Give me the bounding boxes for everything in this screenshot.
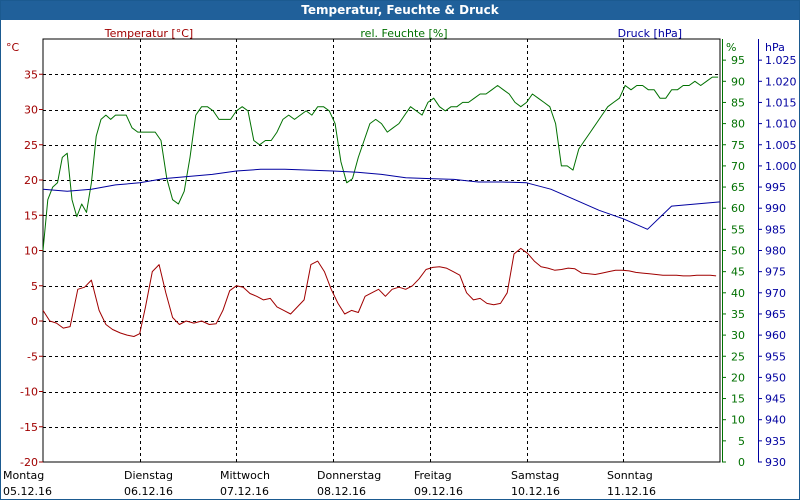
temperature-tick-label: 5 xyxy=(31,280,38,293)
humidity-tick-label: 50 xyxy=(731,245,745,258)
humidity-series-line xyxy=(42,76,719,251)
plot-frame xyxy=(42,38,721,463)
humidity-tick-label: 80 xyxy=(731,118,745,131)
temperature-axis-label: Temperatur [°C] xyxy=(104,27,193,40)
humidity-axis-label: rel. Feuchte [%] xyxy=(360,27,447,40)
humidity-tick-label: 65 xyxy=(731,181,745,194)
pressure-tick-label: 985 xyxy=(765,223,786,236)
humidity-tick-label: 0 xyxy=(738,456,745,469)
pressure-tick-label: 940 xyxy=(765,414,786,427)
temperature-tick-label: -15 xyxy=(20,421,38,434)
temperature-tick-label: 30 xyxy=(24,104,38,117)
humidity-tick-label: 70 xyxy=(731,160,745,173)
x-day-label: Donnerstag xyxy=(317,469,381,482)
chart-title: Temperatur, Feuchte & Druck xyxy=(1,1,799,20)
pressure-tick-label: 1.000 xyxy=(765,160,797,173)
x-date-label: 06.12.16 xyxy=(124,485,173,498)
temperature-tick-label: 20 xyxy=(24,174,38,187)
humidity-tick-label: 10 xyxy=(731,414,745,427)
pressure-tick-label: 950 xyxy=(765,371,786,384)
humidity-tick-label: 60 xyxy=(731,202,745,215)
series xyxy=(42,76,721,337)
humidity-tick-label: 15 xyxy=(731,393,745,406)
x-date-label: 08.12.16 xyxy=(317,485,366,498)
pressure-tick-label: 1.005 xyxy=(765,139,797,152)
x-day-label: Sonntag xyxy=(607,469,653,482)
pressure-tick-label: 990 xyxy=(765,202,786,215)
x-date-label: 11.12.16 xyxy=(607,485,656,498)
axes xyxy=(39,39,762,463)
pressure-tick-label: 955 xyxy=(765,350,786,363)
pressure-tick-label: 935 xyxy=(765,435,786,448)
temperature-tick-label: -10 xyxy=(20,386,38,399)
x-date-label: 07.12.16 xyxy=(220,485,269,498)
pressure-tick-label: 930 xyxy=(765,456,786,469)
x-day-label: Dienstag xyxy=(124,469,173,482)
pressure-tick-label: 1.010 xyxy=(765,118,797,131)
humidity-tick-label: 20 xyxy=(731,371,745,384)
pressure-tick-label: 980 xyxy=(765,245,786,258)
labels: -20 -15 -10 -5 0 5 10 15 20 25 30 35 °C 0 5 10 15 20 25 30 3… xyxy=(3,27,797,498)
pressure-tick-label: 1.015 xyxy=(765,96,797,109)
x-day-label: Samstag xyxy=(511,469,559,482)
x-day-label: Freitag xyxy=(414,469,452,482)
x-date-label: 05.12.16 xyxy=(3,485,52,498)
humidity-tick-label: 85 xyxy=(731,96,745,109)
pressure-tick-label: 970 xyxy=(765,287,786,300)
pressure-tick-label: 945 xyxy=(765,393,786,406)
humidity-unit: % xyxy=(726,41,736,54)
pressure-tick-label: 1.025 xyxy=(765,54,797,67)
grid xyxy=(42,38,721,463)
pressure-tick-label: 1.020 xyxy=(765,75,797,88)
x-date-label: 09.12.16 xyxy=(414,485,463,498)
humidity-tick-label: 30 xyxy=(731,329,745,342)
temperature-tick-label: 35 xyxy=(24,68,38,81)
pressure-tick-label: 975 xyxy=(765,266,786,279)
temperature-tick-label: 10 xyxy=(24,245,38,258)
humidity-tick-label: 55 xyxy=(731,223,745,236)
humidity-tick-label: 95 xyxy=(731,54,745,67)
pressure-tick-label: 960 xyxy=(765,329,786,342)
temperature-series-line xyxy=(42,247,717,337)
humidity-tick-label: 75 xyxy=(731,139,745,152)
pressure-tick-label: 995 xyxy=(765,181,786,194)
temperature-tick-label: -5 xyxy=(27,350,38,363)
pressure-series-line xyxy=(42,168,721,230)
temperature-tick-label: 0 xyxy=(31,315,38,328)
humidity-tick-label: 25 xyxy=(731,350,745,363)
pressure-axis-label: Druck [hPa] xyxy=(618,27,682,40)
humidity-tick-label: 45 xyxy=(731,266,745,279)
temperature-unit: °C xyxy=(6,41,20,54)
humidity-tick-label: 90 xyxy=(731,75,745,88)
x-date-label: 10.12.16 xyxy=(511,485,560,498)
humidity-tick-label: 5 xyxy=(738,435,745,448)
pressure-tick-label: 965 xyxy=(765,308,786,321)
x-day-label: Montag xyxy=(3,469,44,482)
humidity-tick-label: 35 xyxy=(731,308,745,321)
temperature-tick-label: 25 xyxy=(24,139,38,152)
x-day-label: Mittwoch xyxy=(220,469,270,482)
pressure-unit: hPa xyxy=(765,41,785,54)
temperature-tick-label: 15 xyxy=(24,209,38,222)
humidity-tick-label: 40 xyxy=(731,287,745,300)
temperature-tick-label: -20 xyxy=(20,456,38,469)
